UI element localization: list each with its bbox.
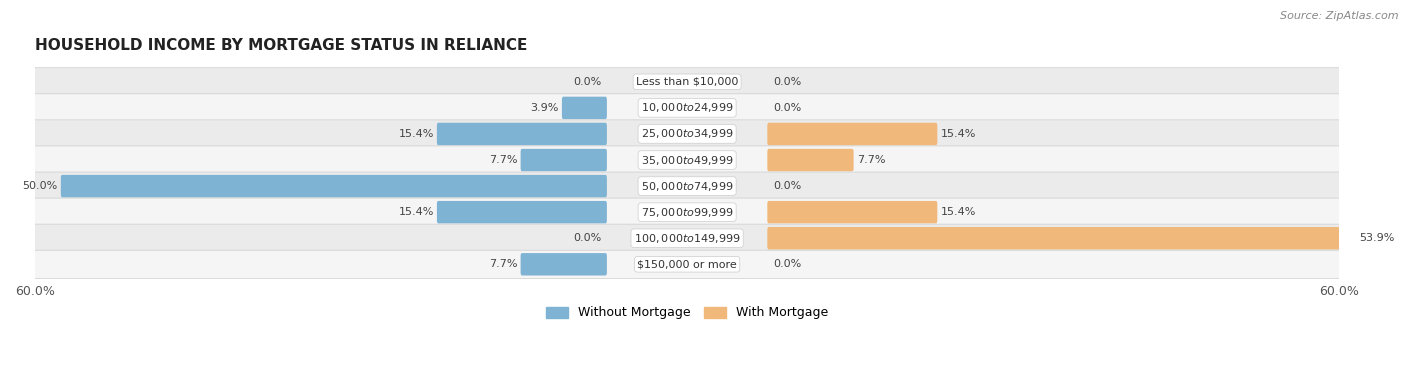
Text: 0.0%: 0.0%	[773, 181, 801, 191]
FancyBboxPatch shape	[60, 175, 607, 197]
Text: HOUSEHOLD INCOME BY MORTGAGE STATUS IN RELIANCE: HOUSEHOLD INCOME BY MORTGAGE STATUS IN R…	[35, 38, 527, 53]
Text: 7.7%: 7.7%	[489, 259, 517, 269]
Text: $150,000 or more: $150,000 or more	[637, 259, 737, 269]
Text: 0.0%: 0.0%	[574, 233, 602, 243]
Text: 0.0%: 0.0%	[574, 77, 602, 87]
FancyBboxPatch shape	[562, 97, 607, 119]
Text: Less than $10,000: Less than $10,000	[636, 77, 738, 87]
FancyBboxPatch shape	[34, 146, 1341, 174]
Text: $35,000 to $49,999: $35,000 to $49,999	[641, 153, 734, 167]
FancyBboxPatch shape	[768, 227, 1355, 249]
FancyBboxPatch shape	[34, 198, 1341, 226]
FancyBboxPatch shape	[34, 172, 1341, 200]
FancyBboxPatch shape	[34, 68, 1341, 96]
Text: $75,000 to $99,999: $75,000 to $99,999	[641, 206, 734, 218]
Legend: Without Mortgage, With Mortgage: Without Mortgage, With Mortgage	[541, 302, 834, 324]
Text: 0.0%: 0.0%	[773, 103, 801, 113]
Text: 7.7%: 7.7%	[856, 155, 886, 165]
Text: $25,000 to $34,999: $25,000 to $34,999	[641, 127, 734, 141]
FancyBboxPatch shape	[768, 149, 853, 171]
FancyBboxPatch shape	[520, 253, 607, 276]
Text: $50,000 to $74,999: $50,000 to $74,999	[641, 180, 734, 192]
FancyBboxPatch shape	[34, 94, 1341, 122]
FancyBboxPatch shape	[34, 250, 1341, 278]
FancyBboxPatch shape	[437, 201, 607, 223]
Text: 7.7%: 7.7%	[489, 155, 517, 165]
Text: 15.4%: 15.4%	[941, 129, 976, 139]
Text: 15.4%: 15.4%	[398, 207, 434, 217]
FancyBboxPatch shape	[437, 123, 607, 145]
FancyBboxPatch shape	[768, 123, 938, 145]
Text: 0.0%: 0.0%	[773, 77, 801, 87]
Text: Source: ZipAtlas.com: Source: ZipAtlas.com	[1281, 11, 1399, 21]
FancyBboxPatch shape	[34, 120, 1341, 148]
Text: $100,000 to $149,999: $100,000 to $149,999	[634, 232, 741, 245]
Text: 15.4%: 15.4%	[398, 129, 434, 139]
FancyBboxPatch shape	[768, 201, 938, 223]
Text: 15.4%: 15.4%	[941, 207, 976, 217]
Text: 0.0%: 0.0%	[773, 259, 801, 269]
FancyBboxPatch shape	[520, 149, 607, 171]
Text: $10,000 to $24,999: $10,000 to $24,999	[641, 101, 734, 115]
Text: 3.9%: 3.9%	[530, 103, 558, 113]
FancyBboxPatch shape	[34, 224, 1341, 252]
Text: 53.9%: 53.9%	[1358, 233, 1395, 243]
Text: 50.0%: 50.0%	[22, 181, 58, 191]
